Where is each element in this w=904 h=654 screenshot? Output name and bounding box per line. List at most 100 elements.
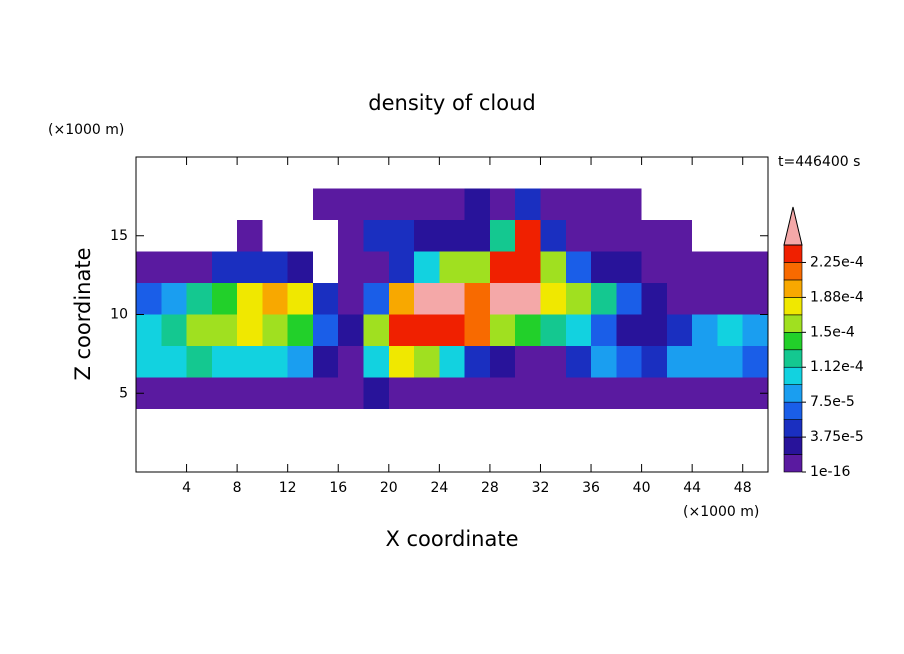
- cell: [211, 283, 238, 315]
- cell: [312, 314, 339, 346]
- cell: [136, 314, 162, 346]
- cell: [388, 314, 415, 346]
- cell: [489, 283, 516, 315]
- x-tick-label: 44: [683, 480, 701, 496]
- cell: [211, 314, 238, 346]
- cell: [742, 314, 768, 346]
- cell: [616, 346, 642, 378]
- cell: [464, 314, 490, 346]
- cell: [692, 251, 718, 283]
- x-tick-label: 28: [481, 480, 499, 496]
- cell: [717, 377, 743, 409]
- cell: [489, 377, 516, 409]
- cell: [186, 346, 212, 378]
- cell: [439, 314, 465, 346]
- cell: [515, 314, 541, 346]
- x-tick-label: 48: [734, 480, 752, 496]
- cell: [565, 314, 592, 346]
- cell: [136, 251, 162, 283]
- cell: [641, 283, 667, 315]
- cell: [388, 346, 415, 378]
- colorbar-band: [783, 262, 803, 281]
- cell: [489, 188, 516, 220]
- y-tick-label: 10: [110, 307, 128, 323]
- cell: [616, 377, 642, 409]
- cell: [262, 283, 288, 315]
- y-unit: (×1000 m): [48, 122, 124, 138]
- cell: [237, 377, 263, 409]
- cell: [515, 283, 541, 315]
- cell: [439, 377, 465, 409]
- cell: [515, 220, 541, 252]
- cell: [540, 251, 566, 283]
- colorbar-tick-label: 1.88e-4: [810, 289, 864, 305]
- cell: [211, 346, 238, 378]
- cell: [312, 188, 339, 220]
- y-axis-title: Z coordinate: [71, 247, 95, 380]
- cell: [591, 314, 617, 346]
- cell: [312, 377, 339, 409]
- cell: [338, 283, 364, 315]
- cell: [515, 251, 541, 283]
- cell: [717, 283, 743, 315]
- cell: [287, 346, 313, 378]
- colorbar-band: [783, 244, 803, 263]
- cell: [489, 346, 516, 378]
- cell: [641, 220, 667, 252]
- cell: [489, 251, 516, 283]
- cell: [363, 314, 389, 346]
- cell: [186, 314, 212, 346]
- cell: [237, 251, 263, 283]
- cell: [717, 346, 743, 378]
- colorbar-overflow: [783, 206, 803, 246]
- colorbar-band: [783, 454, 803, 473]
- cell: [388, 251, 415, 283]
- cell: [489, 314, 516, 346]
- cell: [312, 283, 339, 315]
- cell: [540, 188, 566, 220]
- time-label: t=446400 s: [778, 154, 860, 170]
- cell: [414, 283, 440, 315]
- cell: [414, 346, 440, 378]
- cell: [464, 188, 490, 220]
- cell: [211, 251, 238, 283]
- colorbar-band: [783, 436, 803, 455]
- chart-title: density of cloud: [368, 91, 535, 115]
- x-tick-label: 36: [582, 480, 600, 496]
- cell: [666, 251, 693, 283]
- cell: [666, 377, 693, 409]
- cell: [312, 346, 339, 378]
- cell: [237, 220, 263, 252]
- cell: [363, 283, 389, 315]
- cell: [262, 314, 288, 346]
- cell: [540, 377, 566, 409]
- x-axis-title: X coordinate: [385, 527, 518, 551]
- cell: [388, 283, 415, 315]
- cell: [692, 314, 718, 346]
- cell: [616, 314, 642, 346]
- cell: [186, 283, 212, 315]
- cell: [414, 188, 440, 220]
- cell: [666, 314, 693, 346]
- cell: [439, 251, 465, 283]
- cell: [186, 251, 212, 283]
- cell: [237, 283, 263, 315]
- cell: [641, 377, 667, 409]
- cell: [237, 314, 263, 346]
- cell: [692, 377, 718, 409]
- x-tick-label: 4: [182, 480, 191, 496]
- cell: [161, 314, 187, 346]
- cell: [464, 346, 490, 378]
- cell: [363, 251, 389, 283]
- cell: [565, 283, 592, 315]
- cell: [338, 220, 364, 252]
- colorbar-band: [783, 279, 803, 298]
- colorbar-band: [783, 366, 803, 385]
- cell: [591, 251, 617, 283]
- cell: [565, 377, 592, 409]
- cell: [616, 188, 642, 220]
- x-unit: (×1000 m): [683, 504, 759, 520]
- cell: [742, 283, 768, 315]
- cell: [338, 251, 364, 283]
- cell: [464, 377, 490, 409]
